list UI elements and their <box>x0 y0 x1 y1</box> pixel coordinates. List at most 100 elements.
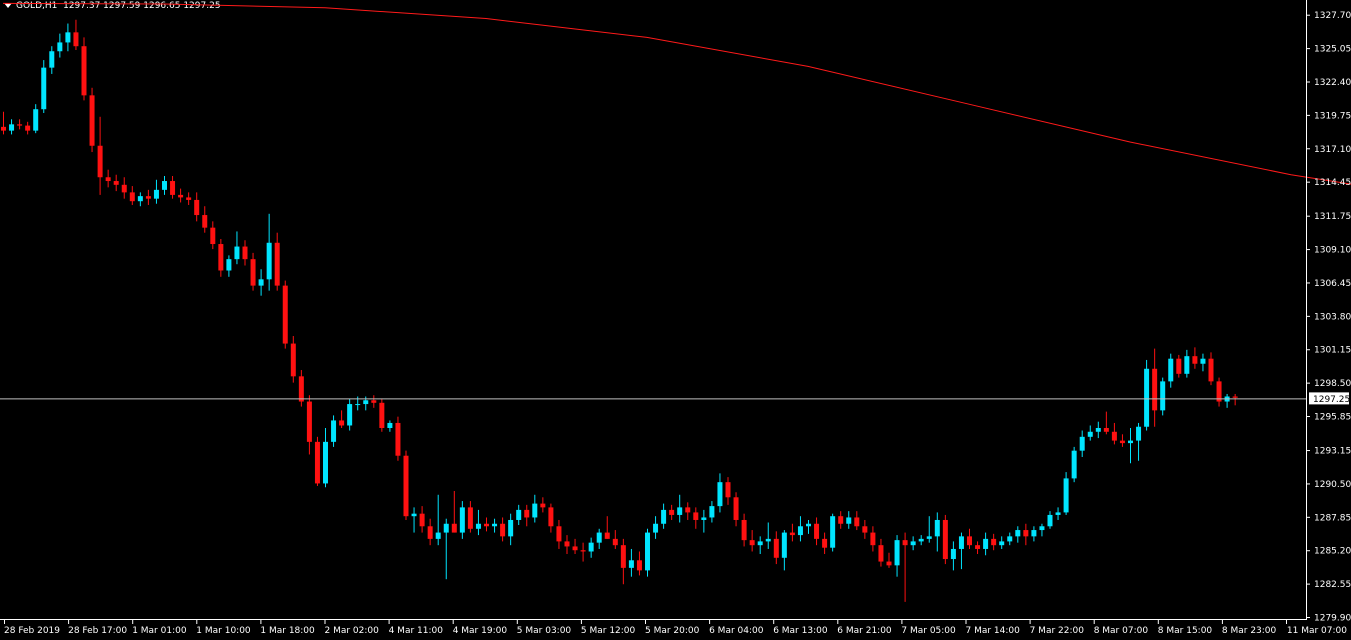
candle-body <box>958 536 964 549</box>
candle-body <box>693 512 699 520</box>
candle <box>975 541 981 554</box>
candle-body <box>202 215 208 228</box>
candle <box>991 533 997 551</box>
candle <box>902 532 908 602</box>
candle-body <box>451 523 457 533</box>
price-tick-label: 1293.15 <box>1314 447 1351 457</box>
candle <box>1184 349 1190 378</box>
candle <box>1136 422 1142 461</box>
candle-body <box>234 246 240 260</box>
candle-body <box>121 184 127 193</box>
candle <box>1168 353 1174 388</box>
candle <box>210 221 216 250</box>
candle <box>620 538 626 585</box>
candle-body <box>178 194 184 198</box>
candle-body <box>347 404 353 426</box>
price-tick-label: 1303.80 <box>1314 312 1351 322</box>
candle-body <box>1176 358 1182 374</box>
candle <box>250 252 256 291</box>
candle <box>1031 526 1037 542</box>
candle <box>242 240 248 266</box>
candle-body <box>387 422 393 428</box>
time-tick-label: 1 Mar 01:00 <box>132 626 187 636</box>
candle <box>81 37 87 101</box>
price-tick-label: 1298.50 <box>1314 379 1351 389</box>
candle <box>1144 359 1150 431</box>
candle <box>508 513 514 546</box>
candle-body <box>467 507 473 529</box>
candle <box>1079 430 1085 457</box>
candle-body <box>685 507 691 513</box>
candle-body <box>323 441 328 484</box>
candle-body <box>1063 478 1069 513</box>
candle-body <box>942 519 948 560</box>
candle-body <box>137 196 143 202</box>
moving-average-line <box>2 2 1351 185</box>
time-tick-label: 8 Mar 23:00 <box>1222 626 1277 636</box>
candle <box>1216 377 1222 407</box>
candle-body <box>145 196 151 199</box>
candle <box>669 504 675 520</box>
candle-body <box>725 482 731 498</box>
candle-body <box>661 509 667 524</box>
candle <box>387 420 393 432</box>
candle-body <box>1095 427 1101 432</box>
candle <box>1160 377 1166 416</box>
candle-body <box>105 177 111 182</box>
candle <box>822 532 828 554</box>
candle <box>347 399 353 431</box>
candle-body <box>717 482 723 507</box>
candle <box>1023 523 1029 546</box>
candle <box>145 189 151 205</box>
candle-body <box>1103 427 1109 432</box>
candle <box>645 528 650 577</box>
candle-body <box>669 509 675 515</box>
candle-body <box>49 51 55 68</box>
candle-body <box>757 541 763 546</box>
candle <box>451 490 457 533</box>
candle <box>1103 411 1109 435</box>
candle <box>1095 421 1101 439</box>
candle-body <box>653 523 659 533</box>
candle <box>677 494 683 523</box>
candle <box>89 87 95 153</box>
price-tick-label: 1290.50 <box>1314 480 1351 490</box>
candle <box>290 336 296 383</box>
candle <box>170 175 176 199</box>
candle <box>838 511 844 529</box>
price-tick-label: 1327.70 <box>1314 11 1351 21</box>
candle <box>427 518 433 546</box>
chart-info-label: GOLD,H1 1297.37 1297.59 1296.65 1297.25 <box>4 1 221 11</box>
candle-body <box>411 513 417 517</box>
candle-body <box>645 532 650 571</box>
candle-body <box>588 542 594 552</box>
candle <box>999 536 1005 549</box>
candle-body <box>355 404 361 406</box>
candle <box>564 535 570 554</box>
candle <box>918 535 924 546</box>
candle-body <box>532 503 538 518</box>
candle-body <box>572 546 578 551</box>
candle-body <box>1232 396 1238 398</box>
candle-body <box>548 507 554 527</box>
time-tick-label: 28 Feb 17:00 <box>68 626 127 636</box>
dropdown-triangle-icon[interactable] <box>4 3 12 8</box>
candle <box>717 473 723 513</box>
candle-body <box>1136 426 1142 441</box>
candle-body <box>1047 514 1053 527</box>
candle-body <box>282 285 288 344</box>
candle-body <box>1007 536 1013 542</box>
candle <box>693 507 699 529</box>
candle <box>934 512 940 552</box>
price-tick-label: 1317.10 <box>1314 145 1351 155</box>
candle <box>1232 393 1238 406</box>
candle-body <box>1087 431 1093 437</box>
candle-body <box>9 124 15 131</box>
candle-body <box>620 545 626 568</box>
price-tick-label: 1311.75 <box>1314 212 1351 222</box>
candle-body <box>636 560 642 571</box>
price-tick-label: 1306.45 <box>1314 279 1351 289</box>
candle-body <box>258 279 264 286</box>
candle-body <box>218 244 224 271</box>
